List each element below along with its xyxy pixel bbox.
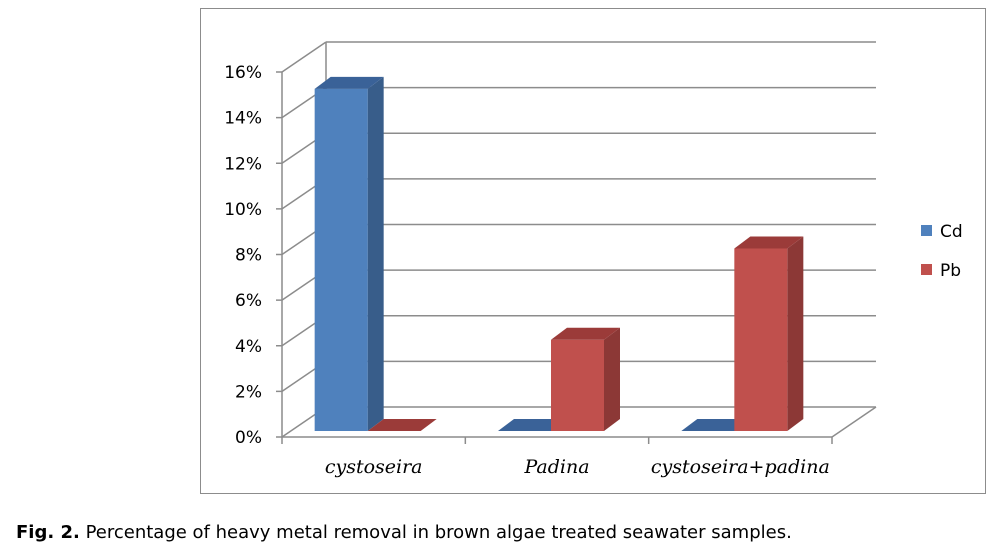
bar-pb	[734, 248, 788, 431]
floor-right-edge	[831, 406, 877, 438]
y-tick-label: 0%	[235, 428, 262, 448]
y-tick-label: 10%	[224, 200, 262, 220]
bar-cd-top	[498, 419, 567, 431]
bar-pb	[551, 339, 604, 431]
bar-cd	[314, 88, 368, 431]
legend-label-cd: Cd	[940, 222, 963, 242]
caption-label: Fig. 2.	[16, 522, 80, 543]
bar-pb-top	[734, 236, 804, 249]
bar-pb-top	[367, 419, 437, 431]
y-tick-label: 12%	[224, 154, 262, 174]
y-tick-label: 16%	[224, 63, 262, 83]
caption-text: Percentage of heavy metal removal in bro…	[85, 522, 792, 543]
legend-label-pb: Pb	[940, 261, 961, 281]
figure-caption: Fig. 2. Percentage of heavy metal remova…	[16, 522, 792, 543]
gridline-wall	[281, 41, 327, 73]
legend-swatch-pb	[921, 264, 932, 275]
chart-svg: 0% 2% 4% 6% 8% 10% 12% 14% 16% cystoseira Padina cy…	[224, 41, 963, 478]
y-tick-label: 4%	[235, 337, 262, 357]
y-tick-label: 2%	[235, 382, 262, 402]
bar-cd-top	[681, 419, 751, 431]
bar-cd-top	[314, 76, 384, 89]
x-tick-label: cystoseira	[325, 456, 423, 478]
bar-cd-side	[367, 76, 384, 431]
bar-pb-top	[551, 327, 620, 340]
bar-pb-side	[604, 327, 620, 431]
x-tick-label: cystoseira+padina	[651, 456, 830, 478]
x-tick-label: Padina	[523, 456, 589, 478]
y-tick-label: 8%	[235, 246, 262, 266]
legend-swatch-cd	[921, 225, 932, 236]
y-tick-label: 6%	[235, 291, 262, 311]
bar-pb-side	[787, 236, 804, 431]
y-tick-label: 14%	[224, 109, 262, 129]
